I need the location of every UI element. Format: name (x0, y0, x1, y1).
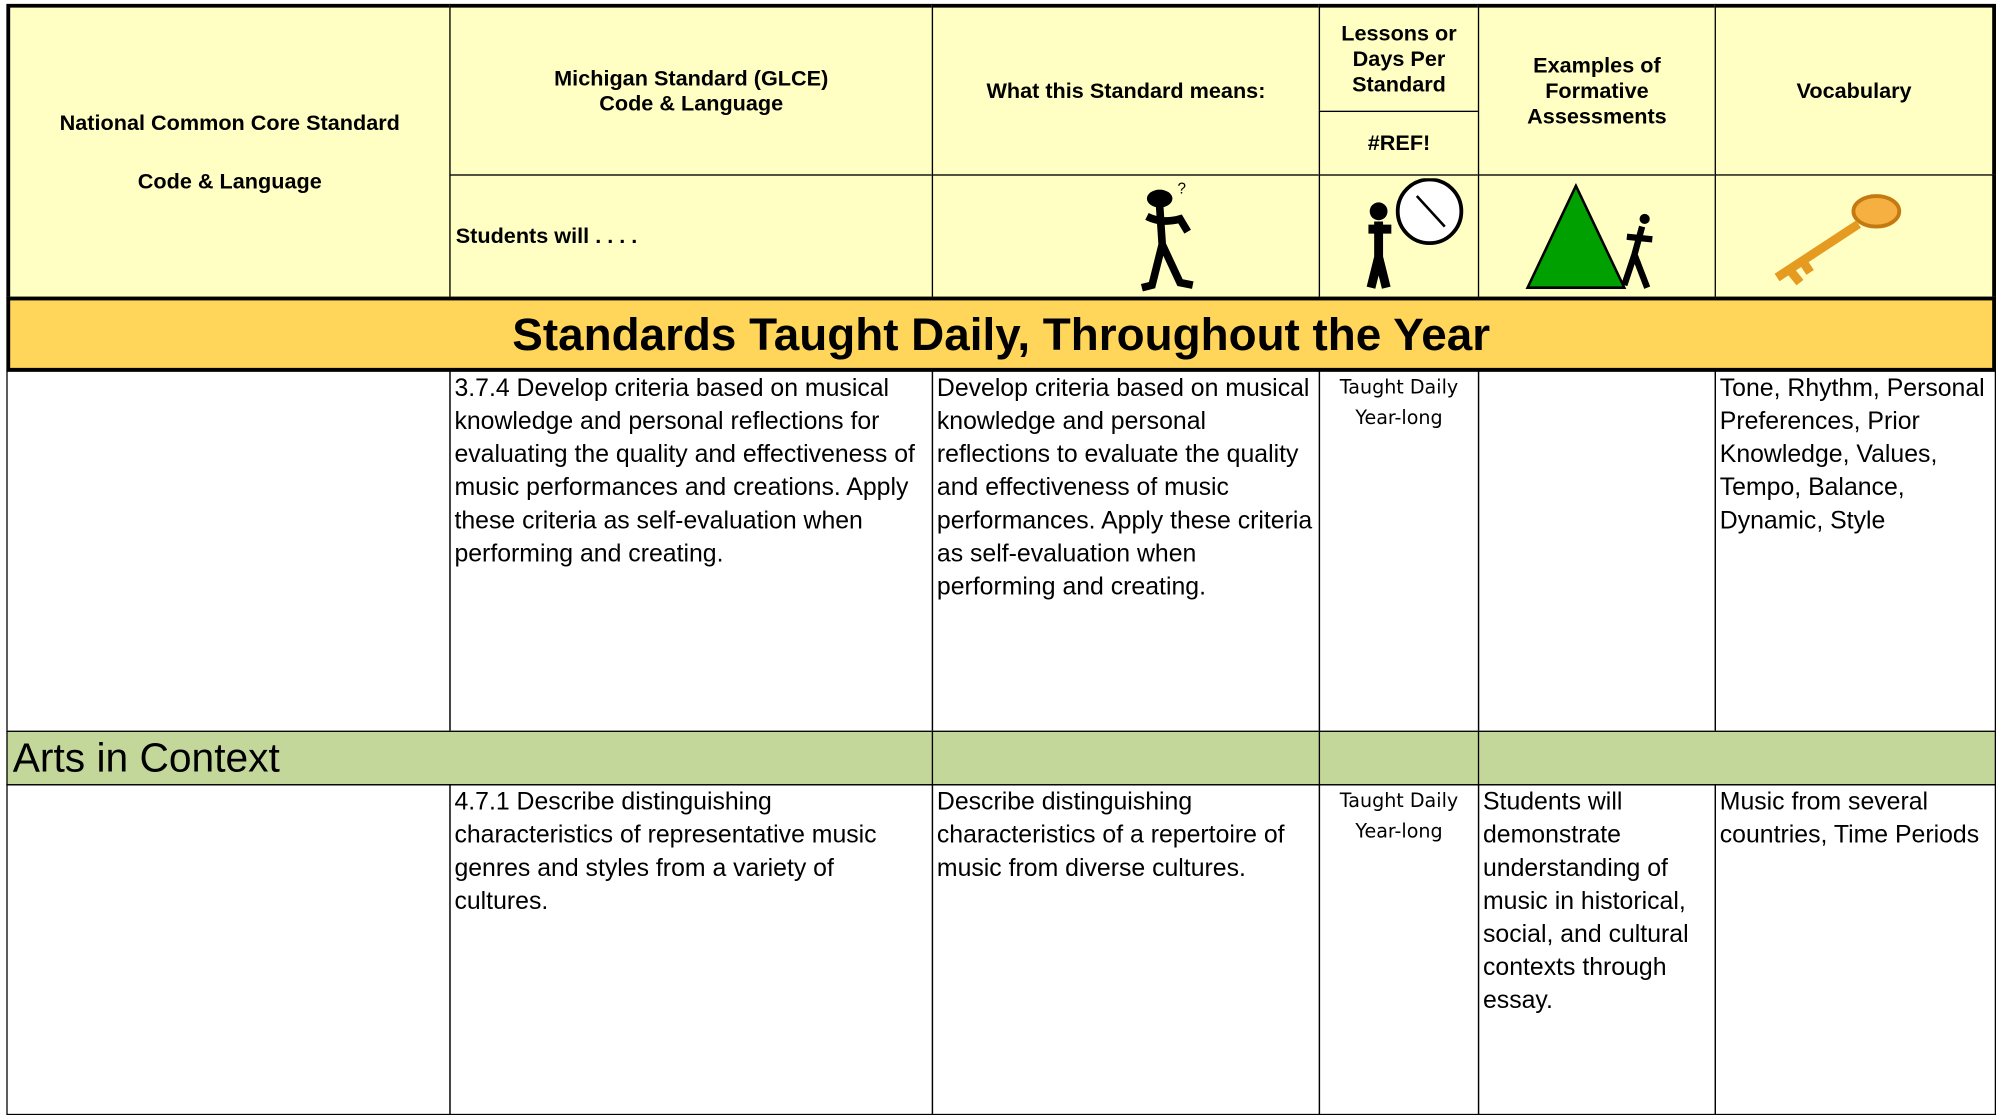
cell (931, 730, 1321, 786)
header-text: Lessons or Days Per Standard (1341, 21, 1457, 97)
icon-cell (1477, 174, 1716, 298)
cell-text: Taught Daily Year-long (1318, 370, 1480, 732)
key-icon (1774, 194, 1902, 286)
triangle-figure (1525, 183, 1653, 289)
header-text: National Common Core Standard (59, 110, 400, 135)
header-cell: Examples of Formative Assessments (1477, 3, 1716, 176)
cell-text: Taught Daily Year-long (1318, 784, 1480, 1115)
cell-text: Describe distinguishing characteristics … (931, 784, 1321, 1115)
icon-cell (1318, 174, 1480, 298)
header-cell: Vocabulary (1714, 3, 1996, 176)
cell-text: Develop criteria based on musical knowle… (931, 370, 1321, 732)
cell-text: 4.7.1 Describe distinguishing characteri… (449, 784, 934, 1115)
header-cell: What this Standard means: (931, 3, 1321, 176)
header-cell: Michigan Standard (GLCE) Code & Language (449, 3, 934, 176)
header-text: What this Standard means: (986, 78, 1266, 103)
header-text: Code & Language (599, 91, 784, 116)
banner: Standards Taught Daily, Throughout the Y… (6, 296, 1996, 372)
header-cell: Lessons or Days Per Standard (1318, 3, 1480, 113)
header-cell: #REF! (1318, 110, 1480, 176)
header-text: Vocabulary (1796, 78, 1912, 103)
thinking-figure: ? (1140, 181, 1194, 292)
cell (1477, 730, 1996, 786)
cell-text: Music from several countries, Time Perio… (1714, 784, 1996, 1115)
header-text: Code & Language (137, 168, 322, 193)
header-text: Examples of Formative Assessments (1527, 52, 1667, 128)
cell (1318, 730, 1480, 786)
cell (1477, 370, 1716, 732)
clock-figure (1366, 178, 1464, 289)
cell-text: 3.7.4 Develop criteria based on musical … (449, 370, 934, 732)
header-cell: National Common Core Standard Code & Lan… (6, 3, 451, 298)
header-text: #REF! (1367, 130, 1431, 155)
header-cell: Students will . . . . (449, 174, 934, 298)
cell (6, 784, 451, 1115)
icon-cell: ? (931, 174, 1321, 298)
header-text: Students will . . . . (455, 223, 638, 248)
cell-text: Tone, Rhythm, Personal Preferences, Prio… (1714, 370, 1996, 732)
svg-text:?: ? (1177, 181, 1186, 198)
icon-cell (1714, 174, 1996, 298)
section-title: Arts in Context (6, 730, 934, 786)
header-text: Michigan Standard (GLCE) (554, 65, 829, 90)
cell-text: Students will demonstrate understanding … (1477, 784, 1716, 1115)
cell (6, 370, 451, 732)
